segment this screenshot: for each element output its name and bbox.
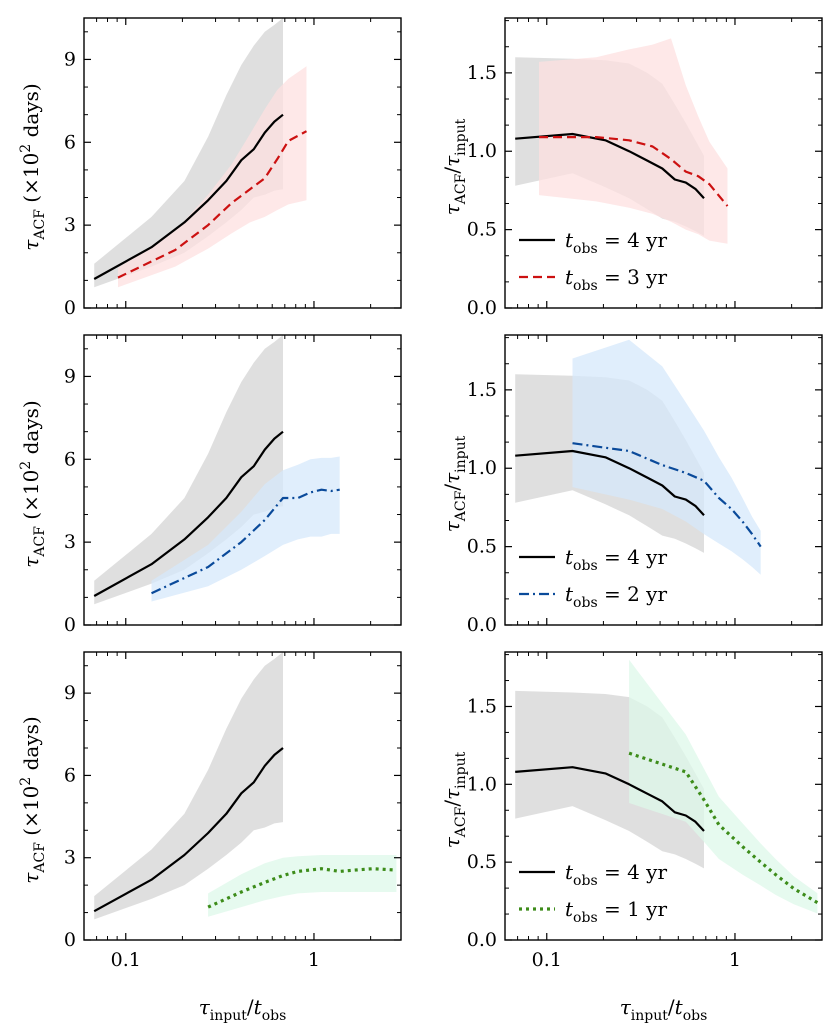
y-tick-label: 9 [64, 682, 76, 704]
panel-3: 0 3 6 9 τACF (×102 days) [18, 334, 402, 636]
series-line-2yr [151, 488, 340, 595]
y-axis-label: τACF/τinput [440, 435, 469, 532]
legend-entry-1: tobs = 2 yr [565, 582, 667, 611]
x-tick-label: 1 [308, 949, 320, 971]
band-2yr [572, 339, 761, 575]
legend-entry-0: tobs = 4 yr [565, 545, 667, 574]
panel-5: 0 3 6 9 0.1 1 τACF (×102 days) τinput/tobs [18, 651, 402, 1024]
legend-entry-0: tobs = 4 yr [565, 860, 667, 889]
y-axis-label: τACF/τinput [440, 118, 469, 215]
y-tick-label: 1.5 [467, 62, 497, 84]
y-tick-label: 1.5 [467, 695, 497, 717]
y-axis-label: τACF (×102 days) [18, 83, 48, 250]
x-axis-label: τinput/tobs [199, 995, 287, 1024]
x-tick-label: 0.1 [532, 949, 562, 971]
series-line-2yr [572, 442, 762, 548]
band-4yr [94, 335, 283, 605]
y-tick-label: 1.0 [467, 457, 497, 479]
y-tick-label: 0.5 [467, 536, 497, 558]
y-tick-label: 9 [64, 365, 76, 387]
y-axis-label: τACF (×102 days) [18, 400, 48, 567]
plot-frame [504, 334, 823, 626]
y-tick-label: 0.0 [467, 929, 497, 951]
x-tick-label: 0.1 [111, 949, 141, 971]
panel-1: 0 3 6 9 τACF (×102 days) [18, 17, 402, 319]
series-line-3yr [117, 130, 308, 279]
series-line-4yr [515, 449, 705, 517]
plot-frame [83, 334, 402, 626]
plot-frame [83, 651, 402, 941]
series-line-4yr [93, 747, 284, 913]
y-tick-label: 0.0 [467, 297, 497, 319]
band-3yr [118, 66, 307, 288]
y-tick-label: 1.0 [467, 773, 497, 795]
panel-2: 0.0 0.5 1.0 1.5 τACF/τinput tobs = 4 yr tobs =… [440, 17, 823, 319]
y-tick-label: 0 [64, 614, 76, 636]
y-tick-label: 0 [64, 297, 76, 319]
y-tick-label: 6 [64, 131, 76, 153]
band-4yr [94, 652, 283, 920]
band-2yr [151, 456, 340, 602]
series-line-4yr [93, 113, 284, 280]
y-tick-label: 0.5 [467, 851, 497, 873]
legend-entry-1: tobs = 3 yr [565, 265, 667, 294]
y-tick-label: 0.5 [467, 219, 497, 241]
legend-entry-0: tobs = 4 yr [565, 228, 667, 257]
series-line-4yr [93, 430, 284, 597]
y-tick-label: 3 [64, 847, 76, 869]
y-tick-label: 0 [64, 929, 76, 951]
y-tick-label: 3 [64, 214, 76, 236]
x-tick-label: 1 [729, 949, 741, 971]
series-line-4yr [515, 766, 705, 832]
legend-entry-1: tobs = 1 yr [565, 897, 667, 926]
x-axis-label: τinput/tobs [620, 995, 708, 1024]
panel-4: 0.0 0.5 1.0 1.5 τACF/τinput tobs = 4 yr tobs =… [440, 334, 823, 636]
panel-6: 0.0 0.5 1.0 1.5 0.1 1 τACF/τinput τinput/tobs to… [440, 651, 823, 1024]
band-1yr [208, 855, 397, 917]
plot-frame [504, 651, 823, 941]
y-tick-label: 6 [64, 764, 76, 786]
series-line-1yr [207, 867, 397, 909]
y-tick-label: 3 [64, 531, 76, 553]
series-line-1yr [628, 751, 819, 904]
y-tick-label: 0.0 [467, 614, 497, 636]
y-tick-label: 1.5 [467, 379, 497, 401]
plot-frame [504, 17, 823, 309]
y-tick-label: 6 [64, 448, 76, 470]
y-axis-label: τACF/τinput [440, 751, 469, 848]
y-tick-label: 9 [64, 48, 76, 70]
band-3yr [539, 38, 728, 244]
band-4yr [94, 18, 283, 288]
band-1yr [629, 659, 818, 914]
y-tick-label: 1.0 [467, 140, 497, 162]
plot-frame [83, 17, 402, 309]
y-axis-label: τACF (×102 days) [18, 716, 48, 883]
